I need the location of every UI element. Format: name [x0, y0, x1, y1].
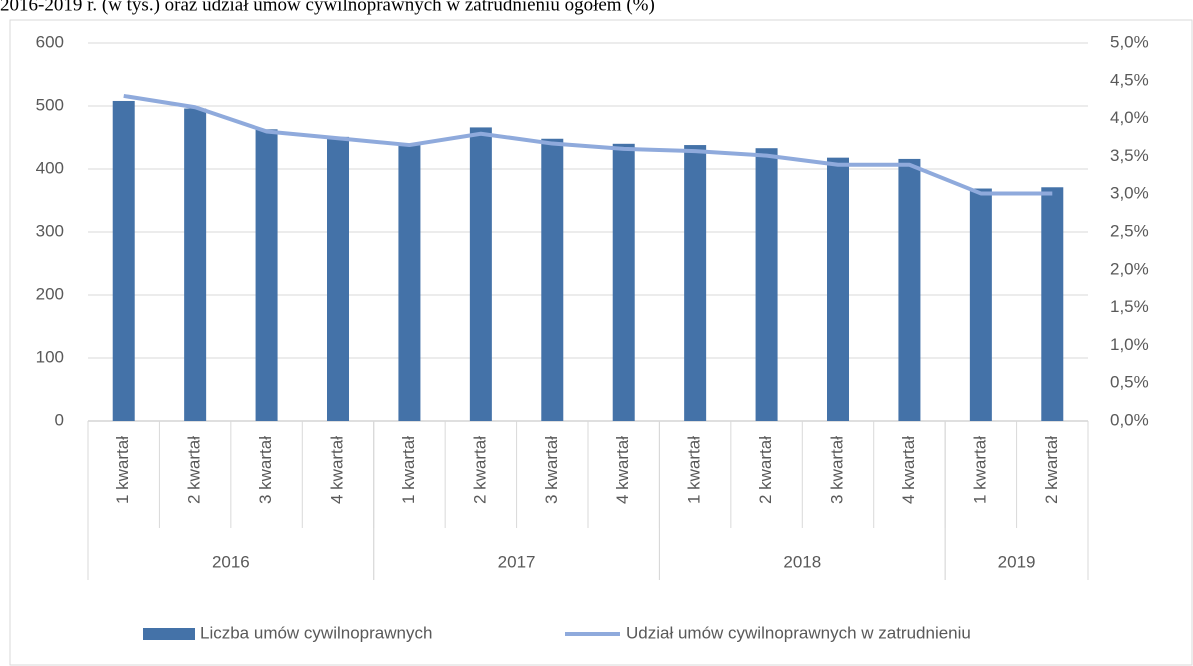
x-tick-label: 4 kwartał: [613, 436, 632, 504]
x-tick-label: 1 kwartał: [685, 436, 704, 504]
chart-title: 2016-2019 r. (w tys.) oraz udział umów c…: [0, 0, 655, 15]
y-tick-label: 400: [36, 158, 64, 177]
y-tick-label: 100: [36, 347, 64, 366]
y2-tick-label: 4,5%: [1110, 70, 1149, 89]
x-tick-label: 2 kwartał: [1042, 436, 1061, 504]
legend-label: Udział umów cywilnoprawnych w zatrudnien…: [626, 623, 971, 642]
legend-swatch: [143, 628, 195, 640]
line: [123, 93, 1053, 196]
group-label: 2018: [783, 552, 821, 571]
y2-tick-label: 3,0%: [1110, 184, 1149, 203]
y2-tick-label: 4,0%: [1110, 108, 1149, 127]
group-label: 2019: [998, 552, 1036, 571]
y-tick-label: 300: [36, 221, 64, 240]
bar: [469, 127, 492, 422]
group-label: 2017: [498, 552, 536, 571]
bar: [184, 108, 207, 422]
bar: [112, 100, 135, 422]
x-tick-label: 1 kwartał: [399, 436, 418, 504]
bar: [827, 157, 849, 421]
bar: [255, 129, 278, 421]
bar: [755, 148, 778, 421]
y2-tick-label: 5,0%: [1110, 32, 1149, 51]
x-tick-label: 1 kwartał: [970, 436, 989, 504]
x-tick-label: 4 kwartał: [327, 436, 346, 504]
y2-tick-label: 1,5%: [1110, 297, 1149, 316]
x-tick-label: 2 kwartał: [470, 436, 489, 504]
chart-frame: [9, 19, 1193, 666]
x-tick-label: 3 kwartał: [827, 436, 846, 504]
y2-tick-label: 0,0%: [1110, 410, 1149, 429]
x-tick-label: 1 kwartał: [113, 436, 132, 504]
y2-tick-label: 1,0%: [1110, 335, 1149, 354]
bar: [327, 136, 349, 421]
bar: [684, 145, 707, 421]
y2-tick-label: 0,5%: [1110, 373, 1149, 392]
bar: [541, 138, 564, 421]
bar: [898, 158, 921, 422]
legend-label: Liczba umów cywilnoprawnych: [200, 623, 432, 642]
bar: [398, 143, 421, 422]
y2-tick-label: 2,5%: [1110, 221, 1149, 240]
x-tick-label: 4 kwartał: [899, 436, 918, 504]
y2-tick-label: 2,0%: [1110, 259, 1149, 278]
x-tick-label: 2 kwartał: [756, 436, 775, 504]
y2-tick-label: 3,5%: [1110, 146, 1149, 165]
y-tick-label: 200: [36, 284, 64, 303]
x-tick-label: 3 kwartał: [542, 436, 561, 504]
x-tick-label: 2 kwartał: [185, 436, 204, 504]
y-tick-label: 500: [36, 95, 64, 114]
bar: [969, 188, 992, 421]
y-tick-label: 600: [36, 32, 64, 51]
bar: [612, 143, 635, 422]
x-tick-label: 3 kwartał: [256, 436, 275, 504]
y-tick-label: 0: [55, 410, 64, 429]
group-label: 2016: [212, 552, 250, 571]
bar: [1041, 187, 1064, 421]
